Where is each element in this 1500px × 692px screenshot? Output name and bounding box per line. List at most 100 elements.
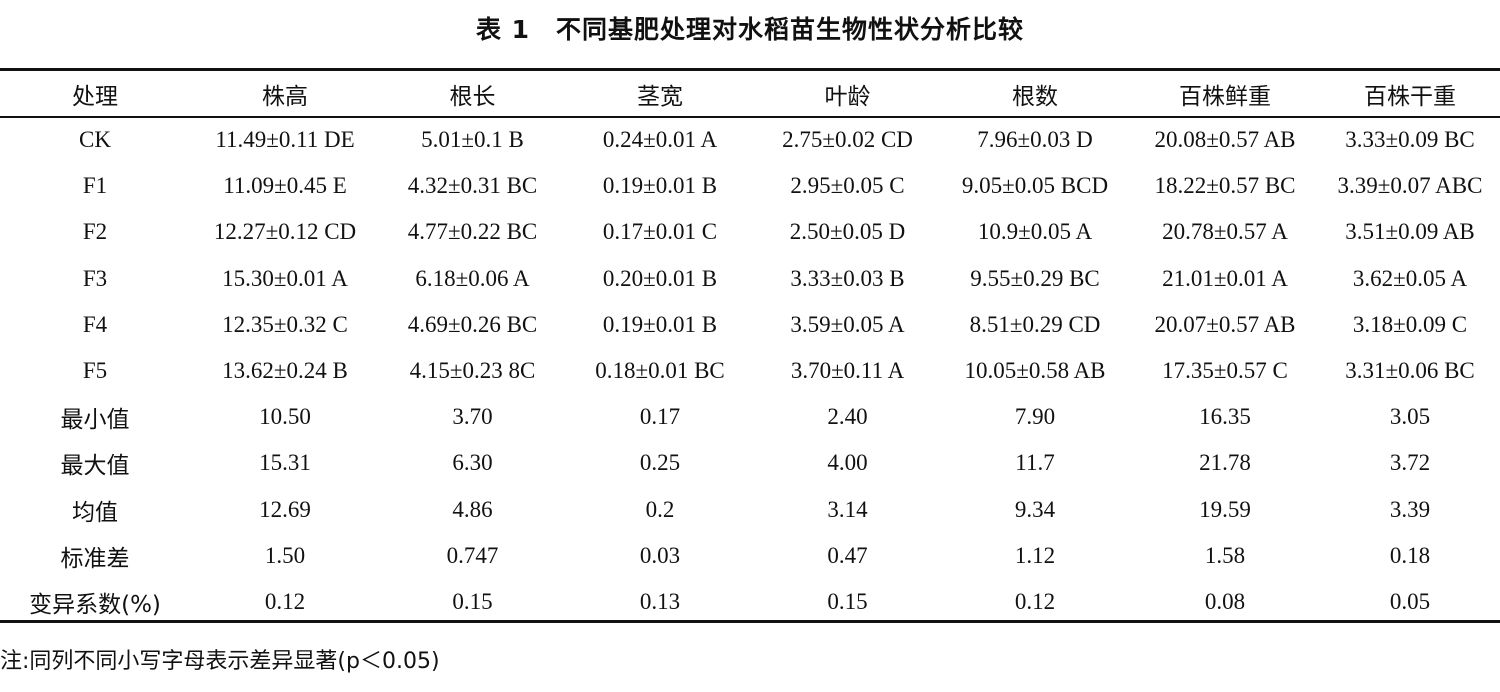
table-cell: 12.35±0.32 C	[222, 311, 348, 337]
table-cell: 3.05	[1389, 404, 1431, 430]
table-cell: 20.07±0.57 AB	[1154, 311, 1296, 337]
table-top-rule	[0, 68, 1500, 71]
row-label: F4	[82, 311, 108, 337]
table-cell: 3.70±0.11 A	[790, 358, 905, 384]
table-cell: 6.30	[452, 450, 493, 476]
table-row: F4 12.35±0.32 C 4.69±0.26 BC 0.19±0.01 B 3.5…	[0, 302, 1500, 348]
table-cell: 2.50±0.05 D	[789, 219, 906, 245]
table-cell: 17.35±0.57 C	[1162, 358, 1288, 384]
table-cell: 8.51±0.29 CD	[969, 311, 1101, 337]
table-cell: 3.33±0.09 BC	[1345, 127, 1475, 153]
table-cell: 3.59±0.05 A	[790, 311, 905, 337]
table-cell: 3.62±0.05 A	[1352, 265, 1468, 291]
table-cell: 1.58	[1204, 542, 1246, 568]
table-cell: 13.62±0.24 B	[222, 358, 348, 384]
row-label: 变异系数(%)	[29, 591, 161, 618]
table-cell: 19.59	[1199, 496, 1251, 522]
table-cell: 0.747	[446, 542, 499, 568]
row-label: 最大值	[60, 453, 130, 480]
table-cell: 0.24±0.01 A	[602, 127, 718, 153]
table-cell: 3.31±0.06 BC	[1345, 358, 1475, 384]
column-header-root-number: 根数	[1012, 83, 1058, 110]
table-cell: 15.30±0.01 A	[222, 265, 348, 291]
table-title: 表 1 不同基肥处理对水稻苗生物性状分析比较	[475, 15, 1025, 44]
table-row: F5 13.62±0.24 B 4.15±0.23 8C 0.18±0.01 BC 3.…	[0, 348, 1500, 394]
row-label: F1	[82, 173, 108, 199]
table-cell: 3.39	[1389, 496, 1431, 522]
table-cell: 3.33±0.03 B	[790, 265, 905, 291]
table-cell: 10.50	[259, 404, 311, 430]
table-cell: 0.12	[1014, 588, 1056, 614]
table-cell: 0.19±0.01 B	[602, 311, 718, 337]
table-cell: 0.15	[827, 588, 868, 614]
table-cell: 0.19±0.01 B	[602, 173, 718, 199]
row-label: CK	[79, 127, 111, 153]
table-row: F3 15.30±0.01 A 6.18±0.06 A 0.20±0.01 B 3.33…	[0, 256, 1500, 302]
table-cell: 3.39±0.07 ABC	[1337, 173, 1483, 199]
table-cell: 21.78	[1199, 450, 1251, 476]
table-cell: 0.12	[264, 588, 306, 614]
table-cell: 4.69±0.26 BC	[407, 311, 538, 337]
table-cell: 2.40	[827, 404, 868, 430]
table-cell: 6.18±0.06 A	[415, 265, 530, 291]
table-cell: 11.09±0.45 E	[223, 173, 347, 199]
table-cell: 3.70	[452, 404, 493, 430]
table-cell: 15.31	[259, 450, 311, 476]
table-cell: 9.55±0.29 BC	[970, 265, 1100, 291]
table-cell: 4.77±0.22 BC	[407, 219, 538, 245]
table-cell: 0.2	[645, 496, 675, 522]
table-cell: 0.25	[639, 450, 681, 476]
column-header-dry-weight: 百株干重	[1364, 83, 1456, 110]
table-cell: 4.86	[452, 496, 493, 522]
table-cell: 12.27±0.12 CD	[213, 219, 357, 245]
table-cell: 16.35	[1199, 404, 1251, 430]
table-cell: 10.05±0.58 AB	[964, 358, 1106, 384]
table-cell: 0.20±0.01 B	[602, 265, 718, 291]
column-header-plant-height: 株高	[262, 83, 308, 110]
table-cell: 4.32±0.31 BC	[407, 173, 538, 199]
table-row: F2 12.27±0.12 CD 4.77±0.22 BC 0.17±0.01 C 2.…	[0, 209, 1500, 255]
table-cell: 2.95±0.05 C	[790, 173, 905, 199]
table-cell: 9.05±0.05 BCD	[961, 173, 1109, 199]
column-header-stem-width: 茎宽	[637, 83, 683, 110]
table-cell: 0.17	[639, 404, 681, 430]
table-cell: 0.03	[639, 542, 681, 568]
data-table: 处理 株高 根长 茎宽 叶龄 根数 百株鲜重 百株干重 CK 11.49±0.11…	[0, 71, 1500, 625]
table-cell: 0.18±0.01 BC	[595, 358, 725, 384]
row-label: F3	[82, 265, 108, 291]
table-cell: 11.49±0.11 DE	[215, 127, 355, 153]
table-cell: 3.18±0.09 C	[1352, 311, 1468, 337]
table-cell: 18.22±0.57 BC	[1154, 173, 1296, 199]
table-cell: 2.75±0.02 CD	[782, 127, 913, 153]
table-cell: 5.01±0.1 B	[421, 127, 524, 153]
column-header-treatment: 处理	[72, 83, 118, 110]
table-cell: 3.51±0.09 AB	[1345, 219, 1475, 245]
table-row: 标准差 1.50 0.747 0.03 0.47 1.12 1.58 0.18	[0, 533, 1500, 579]
table-cell: 3.72	[1389, 450, 1431, 476]
table-footnote: 注:同列不同小写字母表示差异显著(p＜0.05)	[0, 649, 440, 674]
table-cell: 4.00	[827, 450, 868, 476]
row-label: 标准差	[60, 545, 130, 572]
column-header-fresh-weight: 百株鲜重	[1179, 83, 1271, 110]
table-cell: 7.96±0.03 D	[977, 127, 1093, 153]
column-header-leaf-age: 叶龄	[824, 83, 871, 110]
table-row: 最小值 10.50 3.70 0.17 2.40 7.90 16.35 3.05	[0, 394, 1500, 440]
table-row: 均值 12.69 4.86 0.2 3.14 9.34 19.59 3.39	[0, 487, 1500, 533]
table-row: F1 11.09±0.45 E 4.32±0.31 BC 0.19±0.01 B 2.9…	[0, 163, 1500, 209]
table-cell: 3.14	[827, 496, 868, 522]
table-cell: 0.13	[639, 588, 681, 614]
table-cell: 1.50	[264, 542, 306, 568]
table-cell: 0.17±0.01 C	[602, 219, 718, 245]
table-header-rule	[0, 116, 1500, 118]
table-cell: 4.15±0.23 8C	[409, 358, 536, 384]
table-cell: 21.01±0.01 A	[1162, 265, 1288, 291]
table-row: 最大值 15.31 6.30 0.25 4.00 11.7 21.78 3.72	[0, 440, 1500, 486]
table-cell: 0.05	[1389, 588, 1431, 614]
table-cell: 11.7	[1015, 450, 1055, 476]
table-cell: 12.69	[259, 496, 311, 522]
table-cell: 20.08±0.57 AB	[1154, 127, 1296, 153]
table-cell: 7.90	[1014, 404, 1056, 430]
table-row: CK 11.49±0.11 DE 5.01±0.1 B 0.24±0.01 A 2.75…	[0, 116, 1500, 163]
column-header-root-length: 根长	[449, 83, 496, 110]
table-cell: 20.78±0.57 A	[1162, 219, 1288, 245]
